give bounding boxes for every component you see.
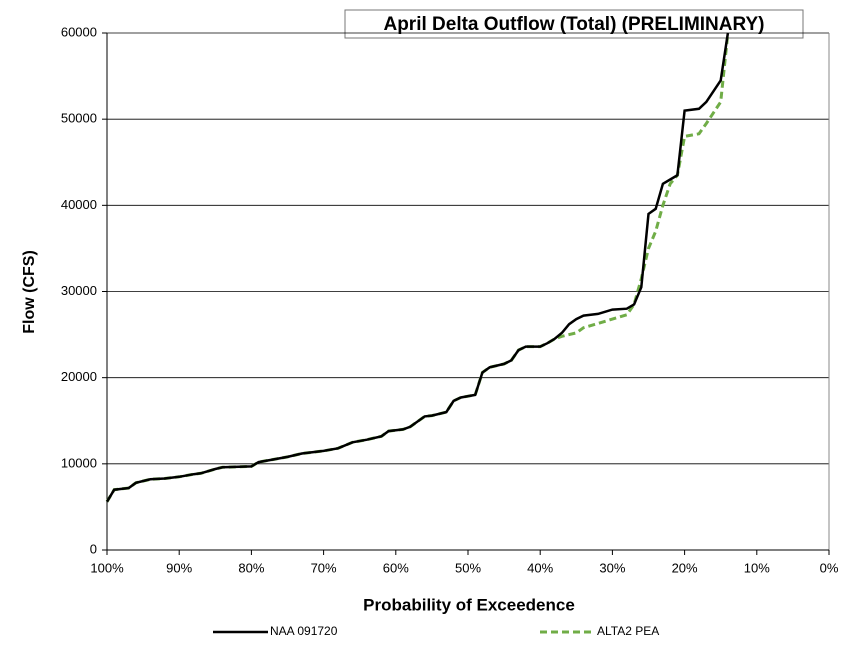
x-tick-label: 60%: [383, 560, 409, 575]
x-tick-label: 50%: [455, 560, 481, 575]
y-axis-label: Flow (CFS): [21, 250, 38, 334]
x-tick-label: 40%: [527, 560, 553, 575]
series-line: [105, 32, 730, 503]
x-tick-label: 10%: [744, 560, 770, 575]
x-tick-label: 70%: [311, 560, 337, 575]
x-tick-label: 100%: [90, 560, 124, 575]
y-tick-label: 0: [90, 541, 97, 556]
y-tick-label: 40000: [61, 197, 97, 212]
y-tick-label: 60000: [61, 24, 97, 39]
y-tick-label: 10000: [61, 455, 97, 470]
x-tick-label: 30%: [599, 560, 625, 575]
x-tick-label: 0%: [820, 560, 839, 575]
x-tick-label: 90%: [166, 560, 192, 575]
legend-label: NAA 091720: [270, 624, 338, 638]
x-tick-label: 80%: [238, 560, 264, 575]
y-tick-label: 20000: [61, 369, 97, 384]
series-line: [105, 32, 730, 503]
chart-title: April Delta Outflow (Total) (PRELIMINARY…: [383, 14, 764, 35]
x-axis-label: Probability of Exceedence: [363, 595, 575, 614]
x-tick-label: 20%: [672, 560, 698, 575]
y-tick-label: 50000: [61, 111, 97, 126]
y-tick-label: 30000: [61, 283, 97, 298]
legend-label: ALTA2 PEA: [597, 624, 659, 638]
